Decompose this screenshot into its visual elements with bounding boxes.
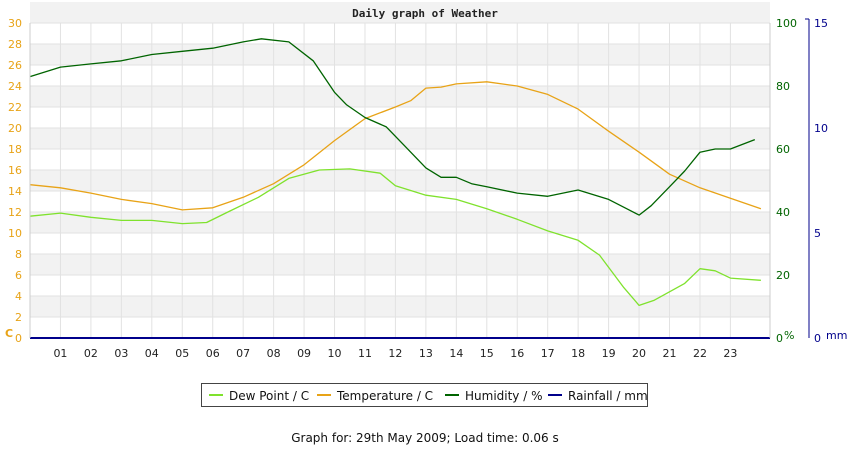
rainfall-tick-label: 0 [814,332,821,345]
x-tick-label: 18 [571,347,585,360]
left-tick-label: 28 [8,38,22,51]
left-tick-label: 6 [15,269,22,282]
left-tick-label: 30 [8,17,22,30]
left-axis-unit: C [5,327,13,340]
x-tick-label: 21 [663,347,677,360]
rainfall-axis-unit: mm [826,329,847,342]
legend-swatch-dew-point [209,393,223,396]
left-tick-label: 0 [15,332,22,345]
left-tick-label: 8 [15,248,22,261]
humidity-tick-label: 80 [776,80,790,93]
grid-band [30,44,770,65]
humidity-tick-label: 0 [776,332,783,345]
x-tick-label: 09 [297,347,311,360]
x-tick-label: 20 [632,347,646,360]
x-tick-label: 15 [480,347,494,360]
humidity-tick-label: 20 [776,269,790,282]
legend-item-dew-point: Dew Point / C [209,389,309,403]
humidity-axis-unit: % [784,329,794,342]
grid-band [30,254,770,275]
x-tick-label: 08 [267,347,281,360]
x-tick-label: 11 [358,347,372,360]
rainfall-tick-label: 5 [814,227,821,240]
x-tick-label: 13 [419,347,433,360]
x-tick-label: 14 [449,347,463,360]
legend: Dew Point / C Temperature / C Humidity /… [201,383,648,407]
rainfall-tick-label: 15 [814,17,828,30]
legend-swatch-temperature [317,393,331,396]
tick-labels: 01 02 03 04 05 06 07 08 09 10 11 12 13 14 15 16 17 18 19 20… [8,17,828,360]
grid-band [30,212,770,233]
axes [29,18,810,338]
legend-label: Dew Point / C [229,389,310,403]
footer-caption: Graph for: 29th May 2009; Load time: 0.0… [291,431,559,445]
chart-title: Daily graph of Weather [352,7,498,20]
humidity-tick-label: 40 [776,206,790,219]
left-tick-label: 16 [8,164,22,177]
x-tick-label: 12 [388,347,402,360]
grid-bands [30,2,770,317]
series-line-humidity [29,38,756,216]
left-tick-label: 22 [8,101,22,114]
x-tick-label: 16 [510,347,524,360]
x-tick-label: 07 [236,347,250,360]
x-tick-label: 06 [206,347,220,360]
series-lines [29,38,770,339]
grid-band [30,86,770,107]
grid-band [30,128,770,149]
left-tick-label: 14 [8,185,22,198]
humidity-tick-label: 60 [776,143,790,156]
x-tick-label: 17 [541,347,555,360]
grid-band [30,170,770,191]
legend-item-rainfall: Rainfall / mm [548,389,648,403]
left-tick-label: 4 [15,290,22,303]
left-tick-label: 2 [15,311,22,324]
left-tick-label: 26 [8,59,22,72]
legend-label: Rainfall / mm [568,389,648,403]
left-tick-label: 10 [8,227,22,240]
rainfall-tick-label: 10 [814,122,828,135]
humidity-tick-label: 100 [776,17,797,30]
legend-item-temperature: Temperature / C [317,389,433,403]
x-tick-label: 05 [175,347,189,360]
series-line-temperature [29,81,762,211]
grid-band [30,296,770,317]
x-tick-label: 04 [145,347,159,360]
series-line-dew-point [29,168,761,307]
legend-swatch-humidity [445,393,459,396]
legend-label: Humidity / % [465,389,543,403]
left-tick-label: 18 [8,143,22,156]
x-tick-label: 03 [114,347,128,360]
x-tick-label: 01 [53,347,67,360]
x-tick-label: 10 [328,347,342,360]
left-tick-label: 24 [8,80,22,93]
legend-label: Temperature / C [337,389,434,403]
x-tick-label: 23 [723,347,737,360]
x-tick-label: 02 [84,347,98,360]
left-tick-label: 12 [8,206,22,219]
x-tick-label: 22 [693,347,707,360]
grid-band [30,2,770,23]
legend-swatch-rainfall [548,393,562,396]
x-tick-label: 19 [602,347,616,360]
legend-item-humidity: Humidity / % [445,389,542,403]
left-tick-label: 20 [8,122,22,135]
